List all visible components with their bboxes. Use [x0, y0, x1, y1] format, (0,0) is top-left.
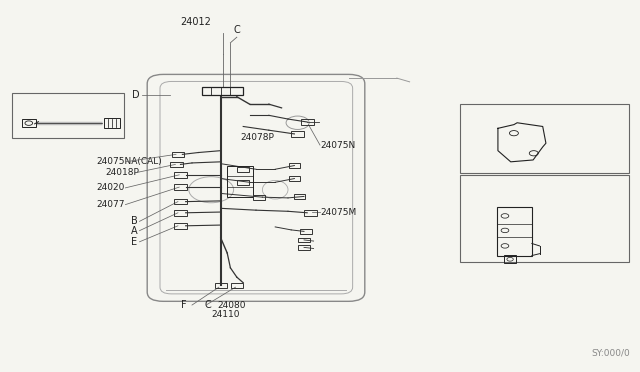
Bar: [289, 163, 300, 168]
Text: 24012: 24012: [180, 17, 211, 27]
Text: <BRKT-ENG CONT>: <BRKT-ENG CONT>: [465, 115, 547, 124]
Bar: [253, 195, 265, 199]
Bar: [304, 210, 317, 216]
Bar: [174, 223, 187, 228]
Text: <BRKT-SW CONN>: <BRKT-SW CONN>: [465, 186, 544, 195]
Text: 24018P: 24018P: [106, 169, 140, 177]
Bar: [298, 238, 310, 243]
Bar: [460, 104, 629, 173]
Bar: [460, 175, 629, 262]
Bar: [104, 118, 120, 128]
Bar: [174, 172, 187, 177]
Text: A: A: [131, 226, 138, 235]
Text: 24078P: 24078P: [240, 133, 274, 142]
Text: 24077: 24077: [96, 200, 125, 209]
Text: D: D: [132, 90, 140, 100]
Bar: [174, 185, 187, 190]
Bar: [202, 87, 243, 95]
Text: F: F: [181, 300, 187, 310]
Bar: [291, 131, 304, 137]
Text: E: E: [131, 237, 138, 247]
Bar: [294, 194, 305, 199]
Bar: [231, 283, 243, 288]
Bar: [174, 210, 187, 216]
Bar: [504, 255, 516, 263]
Bar: [22, 119, 36, 127]
Bar: [237, 180, 249, 185]
Text: 24075NA(CAL): 24075NA(CAL): [96, 157, 162, 166]
Text: SY:000/0: SY:000/0: [591, 349, 630, 358]
Bar: [237, 167, 249, 171]
Bar: [298, 245, 310, 250]
Bar: [289, 176, 300, 181]
Text: 305MM: 305MM: [53, 103, 84, 112]
Text: 24020: 24020: [96, 183, 124, 192]
Bar: [215, 283, 227, 288]
Bar: [497, 207, 532, 256]
Bar: [172, 152, 184, 157]
Text: 24080: 24080: [218, 301, 246, 310]
Bar: [301, 119, 314, 125]
Bar: [174, 199, 187, 205]
Text: C: C: [234, 25, 241, 35]
Text: 24075M: 24075M: [320, 208, 356, 217]
Bar: [12, 93, 124, 138]
Bar: [170, 161, 183, 167]
Text: 24075N: 24075N: [320, 141, 355, 150]
Text: 32009Z: 32009Z: [465, 180, 499, 189]
Text: C: C: [205, 300, 212, 310]
Bar: [227, 166, 253, 197]
Text: B: B: [131, 217, 138, 226]
Text: (BLOCK HEATER): (BLOCK HEATER): [18, 106, 93, 115]
Bar: [300, 229, 312, 234]
Text: 24110: 24110: [211, 310, 240, 319]
Text: 32009Y: 32009Y: [465, 109, 499, 118]
Text: 24018Q: 24018Q: [18, 100, 53, 109]
